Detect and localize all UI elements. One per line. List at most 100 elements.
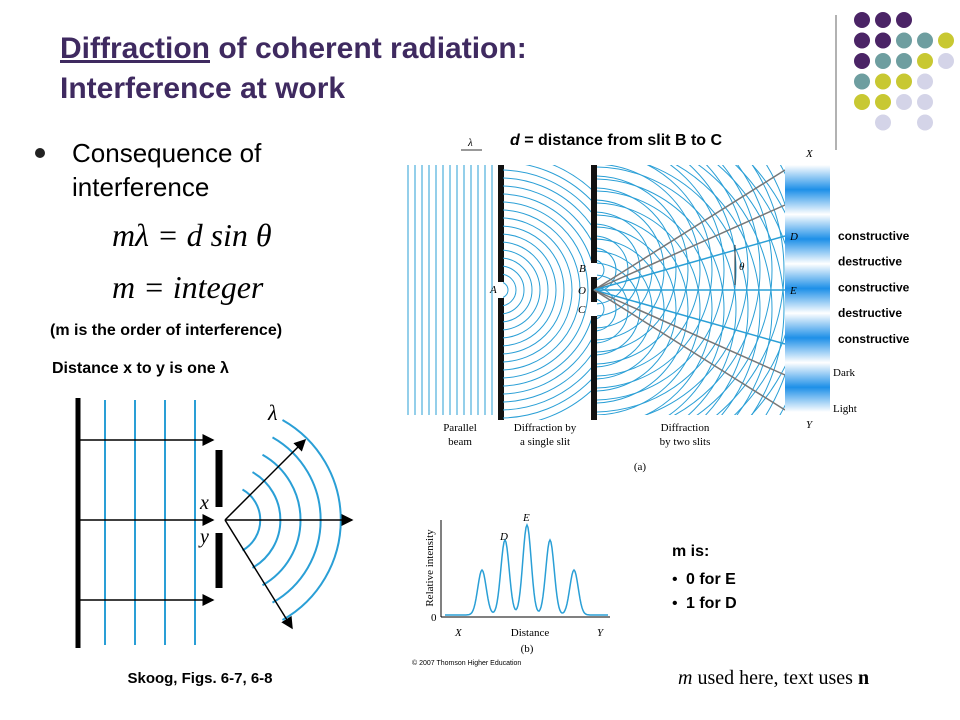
- arc: [503, 201, 589, 379]
- figures: [75, 149, 830, 648]
- label: Y: [597, 627, 605, 639]
- dot: [917, 53, 933, 69]
- arcs: [503, 165, 591, 420]
- list-item: 0 for E: [686, 571, 736, 588]
- label: Dark: [833, 367, 855, 379]
- arc: [597, 226, 677, 392]
- arc: [675, 165, 761, 415]
- dot: [875, 114, 891, 131]
- ray: [224, 519, 293, 630]
- decoration: [854, 12, 954, 131]
- footer: m used here, text uses n: [678, 667, 869, 689]
- dot: [896, 12, 912, 28]
- arc: [503, 257, 533, 323]
- list-item: 1 for D: [686, 595, 737, 612]
- dot: [896, 94, 912, 110]
- arc: [597, 187, 677, 353]
- footer-var: n: [858, 667, 869, 689]
- arc: [597, 165, 725, 401]
- dot: [896, 53, 912, 69]
- list-heading: m is:: [672, 543, 709, 560]
- ray: [593, 289, 786, 411]
- arc: [597, 178, 725, 415]
- list-bullet: •: [672, 571, 678, 588]
- label: Light: [833, 403, 857, 415]
- title-text: of coherent radiation:: [210, 32, 527, 65]
- arc: [503, 225, 565, 355]
- arc: [597, 214, 689, 404]
- dot: [896, 32, 912, 49]
- dot: [896, 73, 912, 90]
- panel-label: by two slits: [660, 436, 711, 448]
- dot: [938, 53, 954, 69]
- aperture: [590, 302, 598, 316]
- title-link: Diffraction: [60, 32, 210, 65]
- fringe-label: destructive: [838, 255, 902, 269]
- dot: [917, 114, 933, 131]
- label: O: [578, 285, 586, 297]
- ray: [593, 235, 786, 291]
- ray: [224, 438, 307, 521]
- arc: [715, 165, 785, 415]
- arc: [597, 165, 701, 377]
- equation: m = integer: [112, 269, 264, 305]
- arc: [503, 233, 557, 347]
- label: λ: [467, 137, 473, 149]
- bullet-text: Consequence of: [72, 138, 262, 168]
- panel-label: Diffraction: [661, 422, 710, 434]
- arc: [597, 247, 617, 293]
- credit: Skoog, Figs. 6-7, 6-8: [127, 670, 272, 687]
- caption: d = distance from slit B to C: [510, 132, 722, 149]
- dot: [854, 53, 870, 69]
- dot: [875, 53, 891, 69]
- footer-text: used here, text uses: [692, 667, 858, 689]
- ray: [593, 204, 786, 291]
- dot: [875, 32, 891, 49]
- arc: [597, 165, 713, 389]
- arc: [647, 165, 749, 415]
- dot: [917, 94, 933, 110]
- dot: [917, 32, 933, 49]
- label: C: [578, 304, 586, 316]
- label: X: [805, 148, 814, 160]
- dot: [854, 94, 870, 110]
- label: Distance: [511, 627, 550, 639]
- label: x: [199, 492, 209, 514]
- bullet-text: interference: [72, 172, 209, 202]
- arc: [697, 165, 773, 415]
- label: y: [198, 526, 209, 548]
- dot: [854, 73, 870, 90]
- label: E: [789, 285, 797, 297]
- arc: [503, 249, 541, 331]
- aperture: [497, 282, 505, 298]
- label: (a): [634, 461, 647, 473]
- arc: [717, 165, 785, 415]
- dot: [875, 94, 891, 110]
- dot: [917, 73, 933, 90]
- arc: [503, 241, 549, 339]
- title: Diffraction of coherent radiation:: [60, 32, 527, 65]
- caption: Distance x to y is one λ: [52, 360, 229, 377]
- arc: [597, 202, 701, 415]
- dot: [854, 32, 870, 49]
- label: D: [499, 531, 508, 543]
- caption-var: d: [510, 132, 521, 149]
- ray: [593, 169, 786, 291]
- label: λ: [267, 400, 278, 425]
- arc: [597, 166, 737, 415]
- fringe-label: constructive: [838, 332, 910, 346]
- arc: [696, 165, 773, 415]
- arc: [503, 209, 581, 371]
- text-layer: Diffraction of coherent radiation: Interf…: [35, 32, 910, 689]
- label: E: [522, 512, 530, 524]
- dot: [938, 32, 954, 49]
- arc: [597, 190, 713, 415]
- arc: [503, 265, 525, 315]
- label: (b): [521, 643, 534, 655]
- label: Relative intensity: [424, 529, 436, 607]
- copyright: © 2007 Thomson Higher Education: [412, 659, 521, 667]
- intensity-curve: [445, 522, 608, 616]
- dot: [854, 12, 870, 28]
- bullet-dot: [35, 148, 45, 158]
- panel-label: Diffraction by: [514, 422, 577, 434]
